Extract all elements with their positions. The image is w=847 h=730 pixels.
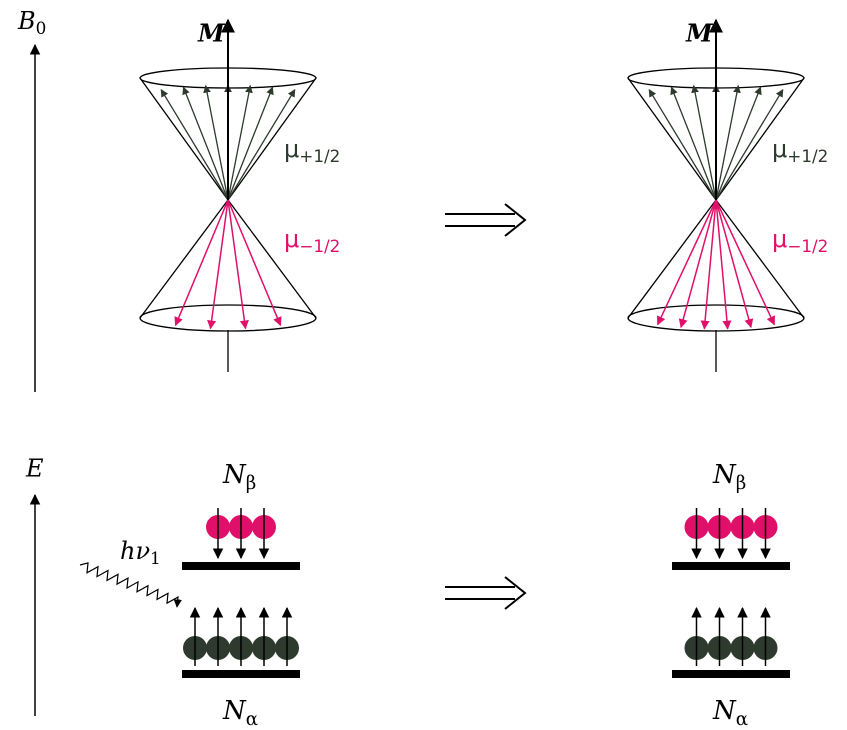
- lower-population-label-main: N: [222, 696, 247, 726]
- cone-edge: [139, 199, 229, 319]
- upper-population-label: Nβ: [712, 460, 746, 494]
- spin-up-vector: [715, 86, 762, 201]
- lower-population-label: Nα: [712, 696, 748, 730]
- lower-population-label-sub: α: [736, 709, 748, 730]
- magnetization-label: M: [197, 19, 226, 48]
- lower-population-label: Nα: [222, 696, 258, 730]
- cone-bottom: [139, 304, 317, 332]
- field-label-main: B: [17, 7, 36, 35]
- spin-down-vector: [227, 199, 249, 330]
- cone-edge: [227, 77, 317, 201]
- cone-edge: [227, 199, 317, 319]
- upper-population-label-sub: β: [246, 473, 257, 494]
- upper-moment-label-sub: +1/2: [299, 146, 340, 166]
- spin-up-vector: [715, 88, 784, 201]
- spin-up-vector: [670, 86, 717, 201]
- upper-population-label-main: N: [712, 460, 737, 490]
- photon: [79, 562, 182, 608]
- upper-population-label-main: N: [222, 460, 247, 490]
- photon-label-main: hν: [120, 537, 150, 565]
- lower-moment-label: μ−1/2: [284, 225, 340, 256]
- upper-moment-label: μ+1/2: [772, 135, 828, 166]
- spin-down-vector: [227, 199, 282, 327]
- field-label-sub: 0: [36, 18, 47, 38]
- upper-population-label: Nβ: [222, 460, 256, 494]
- cone-bottom: [627, 304, 805, 332]
- field-label: B0: [17, 7, 46, 38]
- spin-up-vector: [715, 84, 741, 201]
- photon-label: hν1: [120, 537, 161, 568]
- spin-down-vector: [715, 199, 732, 330]
- implies-arrow: [504, 576, 527, 610]
- upper-moment-label-sub: +1/2: [787, 146, 828, 166]
- spin-down-vector: [207, 199, 229, 330]
- spin-up-vector: [227, 88, 296, 201]
- spin-down-vector: [700, 199, 717, 330]
- upper-moment-label-main: μ: [284, 135, 299, 163]
- magnetization-label: M: [685, 19, 714, 48]
- cone-edge: [715, 77, 805, 201]
- spin-up-vector: [160, 88, 229, 201]
- spin-up-vector: [691, 84, 717, 201]
- photon-label-sub: 1: [150, 548, 161, 568]
- upper-population-label-sub: β: [736, 473, 747, 494]
- lower-moment-label-main: μ: [772, 225, 787, 253]
- lower-population-label-main: N: [712, 696, 737, 726]
- spin-down-vector: [656, 199, 717, 326]
- cone-edge: [715, 199, 805, 319]
- spin-down-vector: [174, 199, 229, 327]
- cone-edge: [627, 77, 717, 201]
- spin-up-vector: [227, 84, 253, 201]
- lower-moment-label: μ−1/2: [772, 225, 828, 256]
- cone-edge: [139, 77, 229, 201]
- lower-population-label-sub: α: [246, 709, 258, 730]
- cone-edge: [627, 199, 717, 319]
- spin-up-vector: [203, 84, 229, 201]
- implies-arrow: [504, 203, 527, 237]
- spin-up-vector: [648, 88, 717, 201]
- spin-down-vector: [678, 199, 717, 329]
- spin-down-vector: [715, 199, 754, 329]
- spin-up-vector: [227, 86, 274, 201]
- upper-moment-label-main: μ: [772, 135, 787, 163]
- lower-moment-label-main: μ: [284, 225, 299, 253]
- lower-moment-label-sub: −1/2: [787, 236, 828, 256]
- energy-label: E: [25, 455, 44, 483]
- lower-moment-label-sub: −1/2: [299, 236, 340, 256]
- spin-down-vector: [715, 199, 776, 326]
- spin-up-vector: [182, 86, 229, 201]
- upper-moment-label: μ+1/2: [284, 135, 340, 166]
